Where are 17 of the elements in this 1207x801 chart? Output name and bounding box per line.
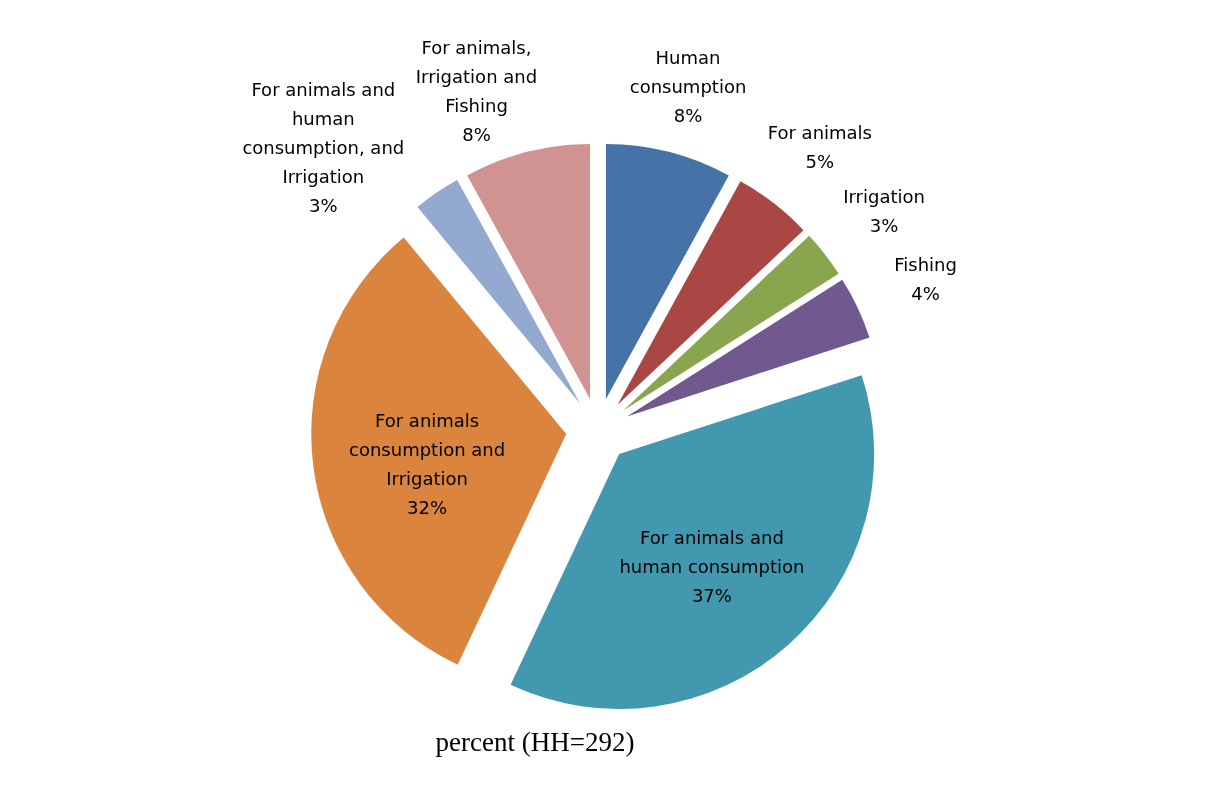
text: percent (HH=292) — [435, 727, 635, 757]
data-label: 37% — [691, 585, 732, 607]
slice-label: For animals, Irrigation and Fishing — [415, 37, 538, 117]
data-label: 3% — [309, 194, 338, 216]
slice-label: For animals and human consumption — [619, 527, 805, 578]
data-label: 32% — [407, 496, 448, 518]
data-label: 5% — [805, 150, 835, 172]
slice-label: Irrigation — [843, 186, 925, 208]
data-label: 3% — [869, 215, 899, 237]
slice-label: For animals — [767, 121, 872, 143]
slice-label: Fishing — [894, 253, 957, 275]
data-label: 8% — [673, 105, 703, 127]
slice-label: For animals and human consumption, and Irrigation — [242, 78, 405, 187]
slice-label: Human consumption — [629, 47, 747, 98]
slice-label: For animals consumption and Irrigation — [349, 409, 506, 489]
data-label: 4% — [911, 282, 940, 304]
data-label: 8% — [462, 124, 491, 146]
